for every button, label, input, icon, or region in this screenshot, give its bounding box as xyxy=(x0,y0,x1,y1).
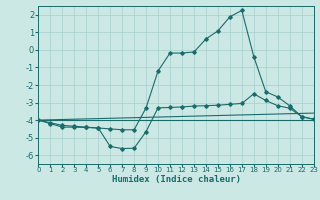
X-axis label: Humidex (Indice chaleur): Humidex (Indice chaleur) xyxy=(111,175,241,184)
